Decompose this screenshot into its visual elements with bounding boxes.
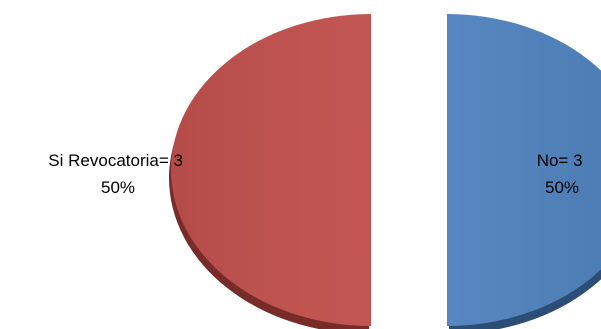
pie-slice-no-shade — [447, 14, 601, 326]
data-label-no-name: No= 3 — [537, 151, 583, 170]
pie-slice-si-revocatoria — [169, 14, 371, 329]
data-label-si-revocatoria: Si Revocatoria= 3 50% — [48, 151, 187, 197]
pie-slice-si-revocatoria-shade — [171, 14, 371, 326]
data-label-no: No= 3 50% — [537, 151, 588, 197]
data-label-si-revocatoria-name: Si Revocatoria= 3 — [48, 151, 183, 170]
pie-slice-no — [447, 14, 601, 329]
data-label-si-revocatoria-percent: 50% — [101, 178, 135, 197]
data-label-no-percent: 50% — [545, 178, 579, 197]
